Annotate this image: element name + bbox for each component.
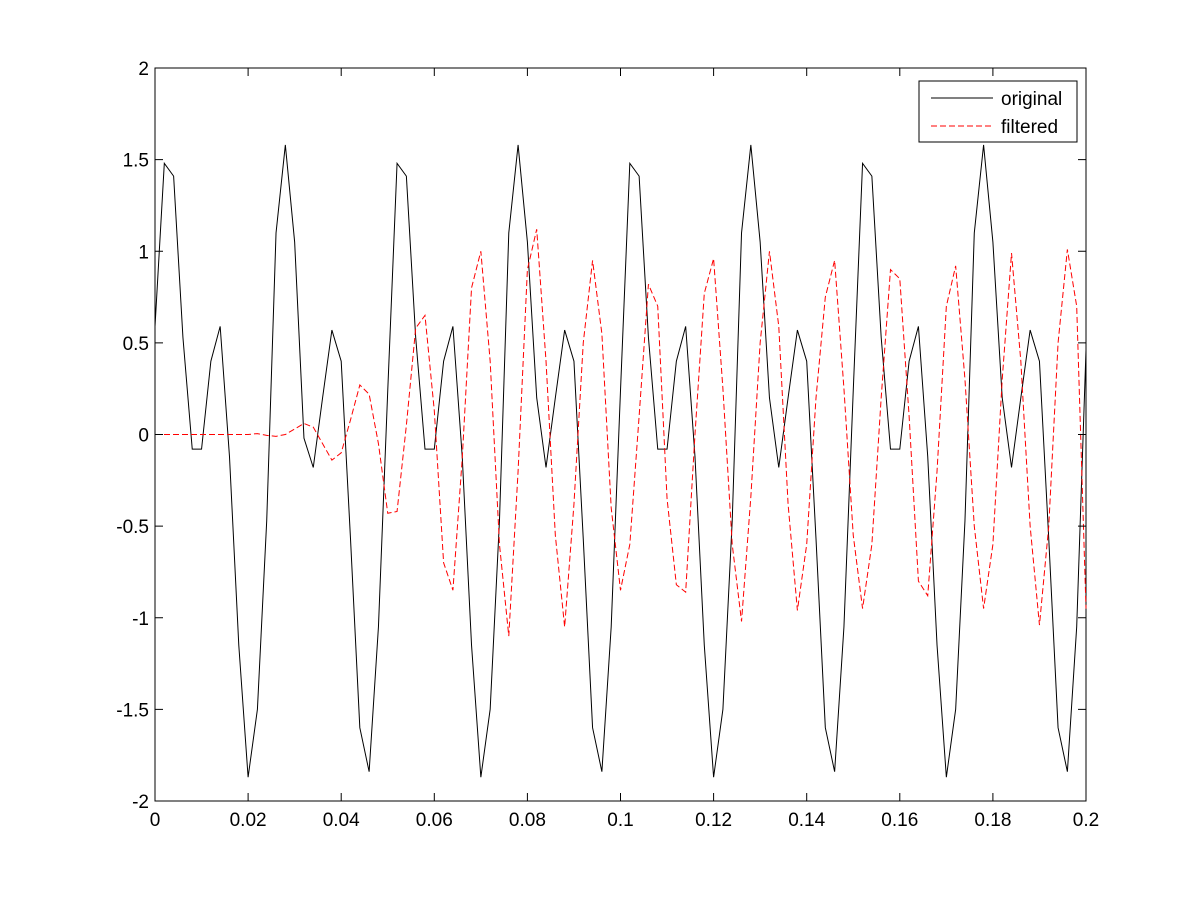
series-layer bbox=[154, 144, 1087, 778]
x-tick-label: 0.14 bbox=[788, 810, 825, 831]
x-tick-label: 0.18 bbox=[974, 810, 1011, 831]
x-tick-label: 0.2 bbox=[1073, 810, 1099, 831]
axes-box bbox=[154, 67, 1087, 802]
legend: original filtered bbox=[918, 80, 1078, 143]
y-tick-label: -2 bbox=[132, 792, 149, 813]
y-tick-label: -1 bbox=[132, 609, 149, 630]
y-tick-label: 2 bbox=[138, 59, 149, 80]
x-tick-label: 0.12 bbox=[695, 810, 732, 831]
y-tick-label: 1 bbox=[138, 242, 149, 263]
x-tick-label: 0 bbox=[150, 810, 161, 831]
legend-label-original: original bbox=[1001, 89, 1062, 110]
x-tick-label: 0.02 bbox=[230, 810, 267, 831]
series-line-filtered bbox=[155, 229, 1087, 637]
y-tick-label: 0 bbox=[138, 426, 149, 447]
series-line-original bbox=[154, 144, 1087, 778]
y-tick-label: 1.5 bbox=[123, 151, 149, 172]
x-tick-label: 0.04 bbox=[323, 810, 360, 831]
plot-area: 0 0.02 0.04 0.06 0.08 0.1 0.12 0.14 0.16 0.18 0.2 -… bbox=[116, 59, 1099, 831]
x-tick-label: 0.1 bbox=[607, 810, 633, 831]
y-tick-label: 0.5 bbox=[123, 334, 149, 355]
legend-box bbox=[918, 80, 1078, 143]
legend-label-filtered: filtered bbox=[1001, 117, 1058, 138]
y-tick-label: -0.5 bbox=[116, 517, 149, 538]
ticks-layer bbox=[154, 67, 1087, 802]
x-tick-label: 0.08 bbox=[509, 810, 546, 831]
x-tick-label: 0.06 bbox=[416, 810, 453, 831]
x-tick-label: 0.16 bbox=[881, 810, 918, 831]
tick-labels-layer: 0 0.02 0.04 0.06 0.08 0.1 0.12 0.14 0.16 0.18 0.2 -… bbox=[116, 59, 1099, 831]
y-tick-label: -1.5 bbox=[116, 700, 149, 721]
